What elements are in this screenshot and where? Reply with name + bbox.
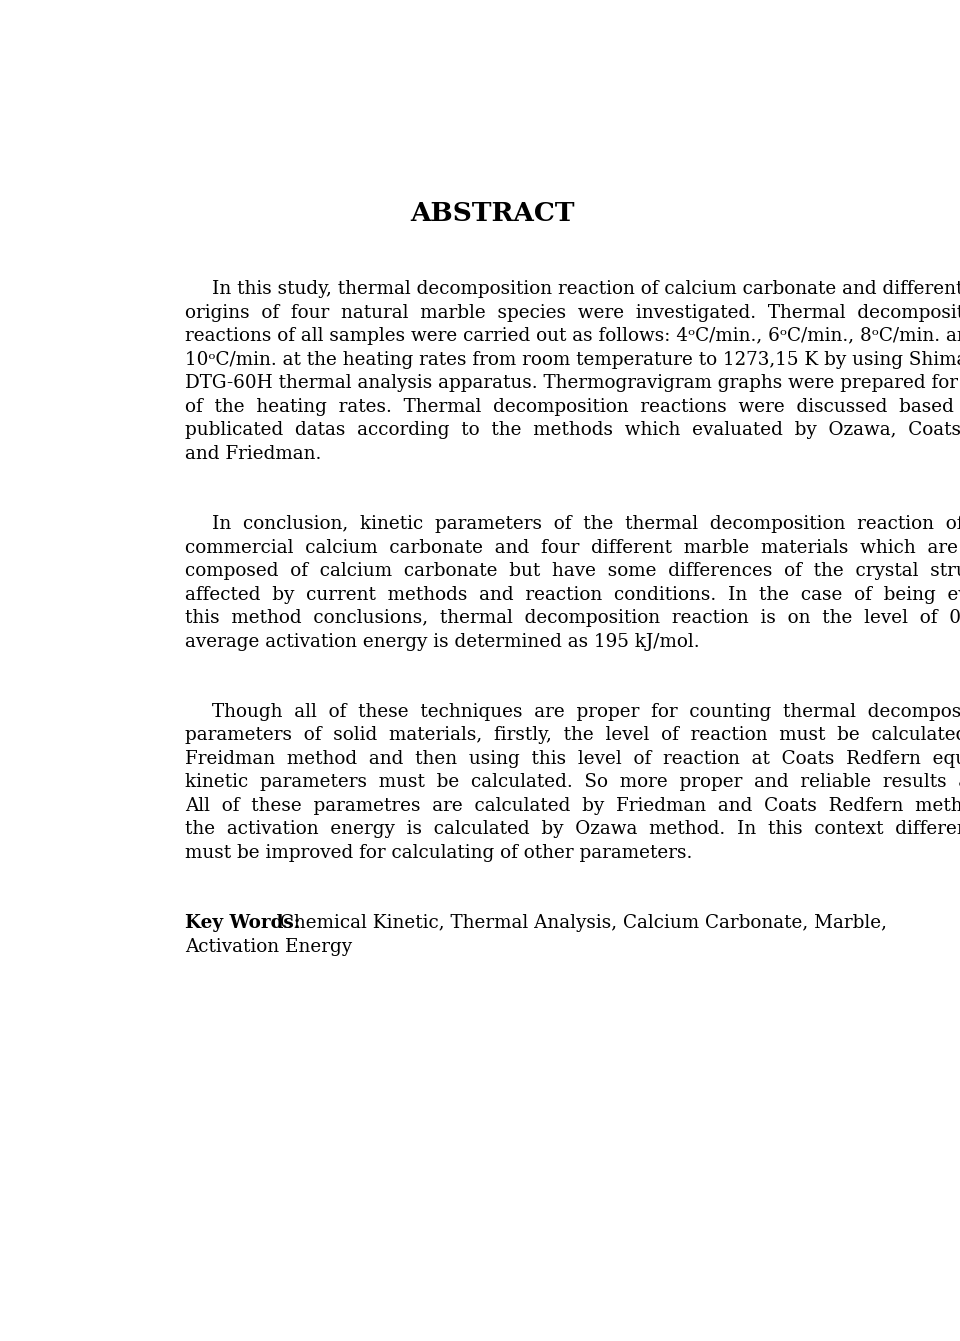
Text: In  conclusion,  kinetic  parameters  of  the  thermal  decomposition  reaction : In conclusion, kinetic parameters of the…	[212, 515, 960, 534]
Text: this  method  conclusions,  thermal  decomposition  reaction  is  on  the  level: this method conclusions, thermal decompo…	[184, 609, 960, 628]
Text: In this study, thermal decomposition reaction of calcium carbonate and different: In this study, thermal decomposition rea…	[212, 280, 960, 298]
Text: Chemical Kinetic, Thermal Analysis, Calcium Carbonate, Marble,: Chemical Kinetic, Thermal Analysis, Calc…	[275, 915, 887, 932]
Text: of  the  heating  rates.  Thermal  decomposition  reactions  were  discussed  ba: of the heating rates. Thermal decomposit…	[184, 398, 960, 416]
Text: All  of  these  parametres  are  calculated  by  Friedman  and  Coats  Redfern  : All of these parametres are calculated b…	[184, 797, 960, 815]
Text: composed  of  calcium  carbonate  but  have  some  differences  of  the  crystal: composed of calcium carbonate but have s…	[184, 562, 960, 581]
Text: the  activation  energy  is  calculated  by  Ozawa  method.  In  this  context  : the activation energy is calculated by O…	[184, 821, 960, 838]
Text: Though  all  of  these  techniques  are  proper  for  counting  thermal  decompo: Though all of these techniques are prope…	[212, 703, 960, 721]
Text: 10ᵒC/min. at the heating rates from room temperature to 1273,15 K by using Shima: 10ᵒC/min. at the heating rates from room…	[184, 351, 960, 369]
Text: affected  by  current  methods  and  reaction  conditions.  In  the  case  of  b: affected by current methods and reaction…	[184, 586, 960, 603]
Text: Key Words:: Key Words:	[184, 915, 300, 932]
Text: commercial  calcium  carbonate  and  four  different  marble  materials  which  : commercial calcium carbonate and four di…	[184, 539, 960, 557]
Text: ABSTRACT: ABSTRACT	[410, 201, 574, 227]
Text: and Friedman.: and Friedman.	[184, 445, 321, 463]
Text: publicated  datas  according  to  the  methods  which  evaluated  by  Ozawa,  Co: publicated datas according to the method…	[184, 421, 960, 440]
Text: Activation Energy: Activation Energy	[184, 937, 351, 956]
Text: average activation energy is determined as 195 kJ/mol.: average activation energy is determined …	[184, 633, 699, 650]
Text: kinetic  parameters  must  be  calculated.  So  more  proper  and  reliable  res: kinetic parameters must be calculated. S…	[184, 774, 960, 791]
Text: DTG-60H thermal analysis apparatus. Thermogravigram graphs were prepared for eac: DTG-60H thermal analysis apparatus. Ther…	[184, 374, 960, 392]
Text: reactions of all samples were carried out as follows: 4ᵒC/min., 6ᵒC/min., 8ᵒC/mi: reactions of all samples were carried ou…	[184, 327, 960, 345]
Text: must be improved for calculating of other parameters.: must be improved for calculating of othe…	[184, 843, 692, 862]
Text: origins  of  four  natural  marble  species  were  investigated.  Thermal  decom: origins of four natural marble species w…	[184, 304, 960, 322]
Text: parameters  of  solid  materials,  firstly,  the  level  of  reaction  must  be : parameters of solid materials, firstly, …	[184, 727, 960, 744]
Text: Freidman  method  and  then  using  this  level  of  reaction  at  Coats  Redfer: Freidman method and then using this leve…	[184, 750, 960, 768]
